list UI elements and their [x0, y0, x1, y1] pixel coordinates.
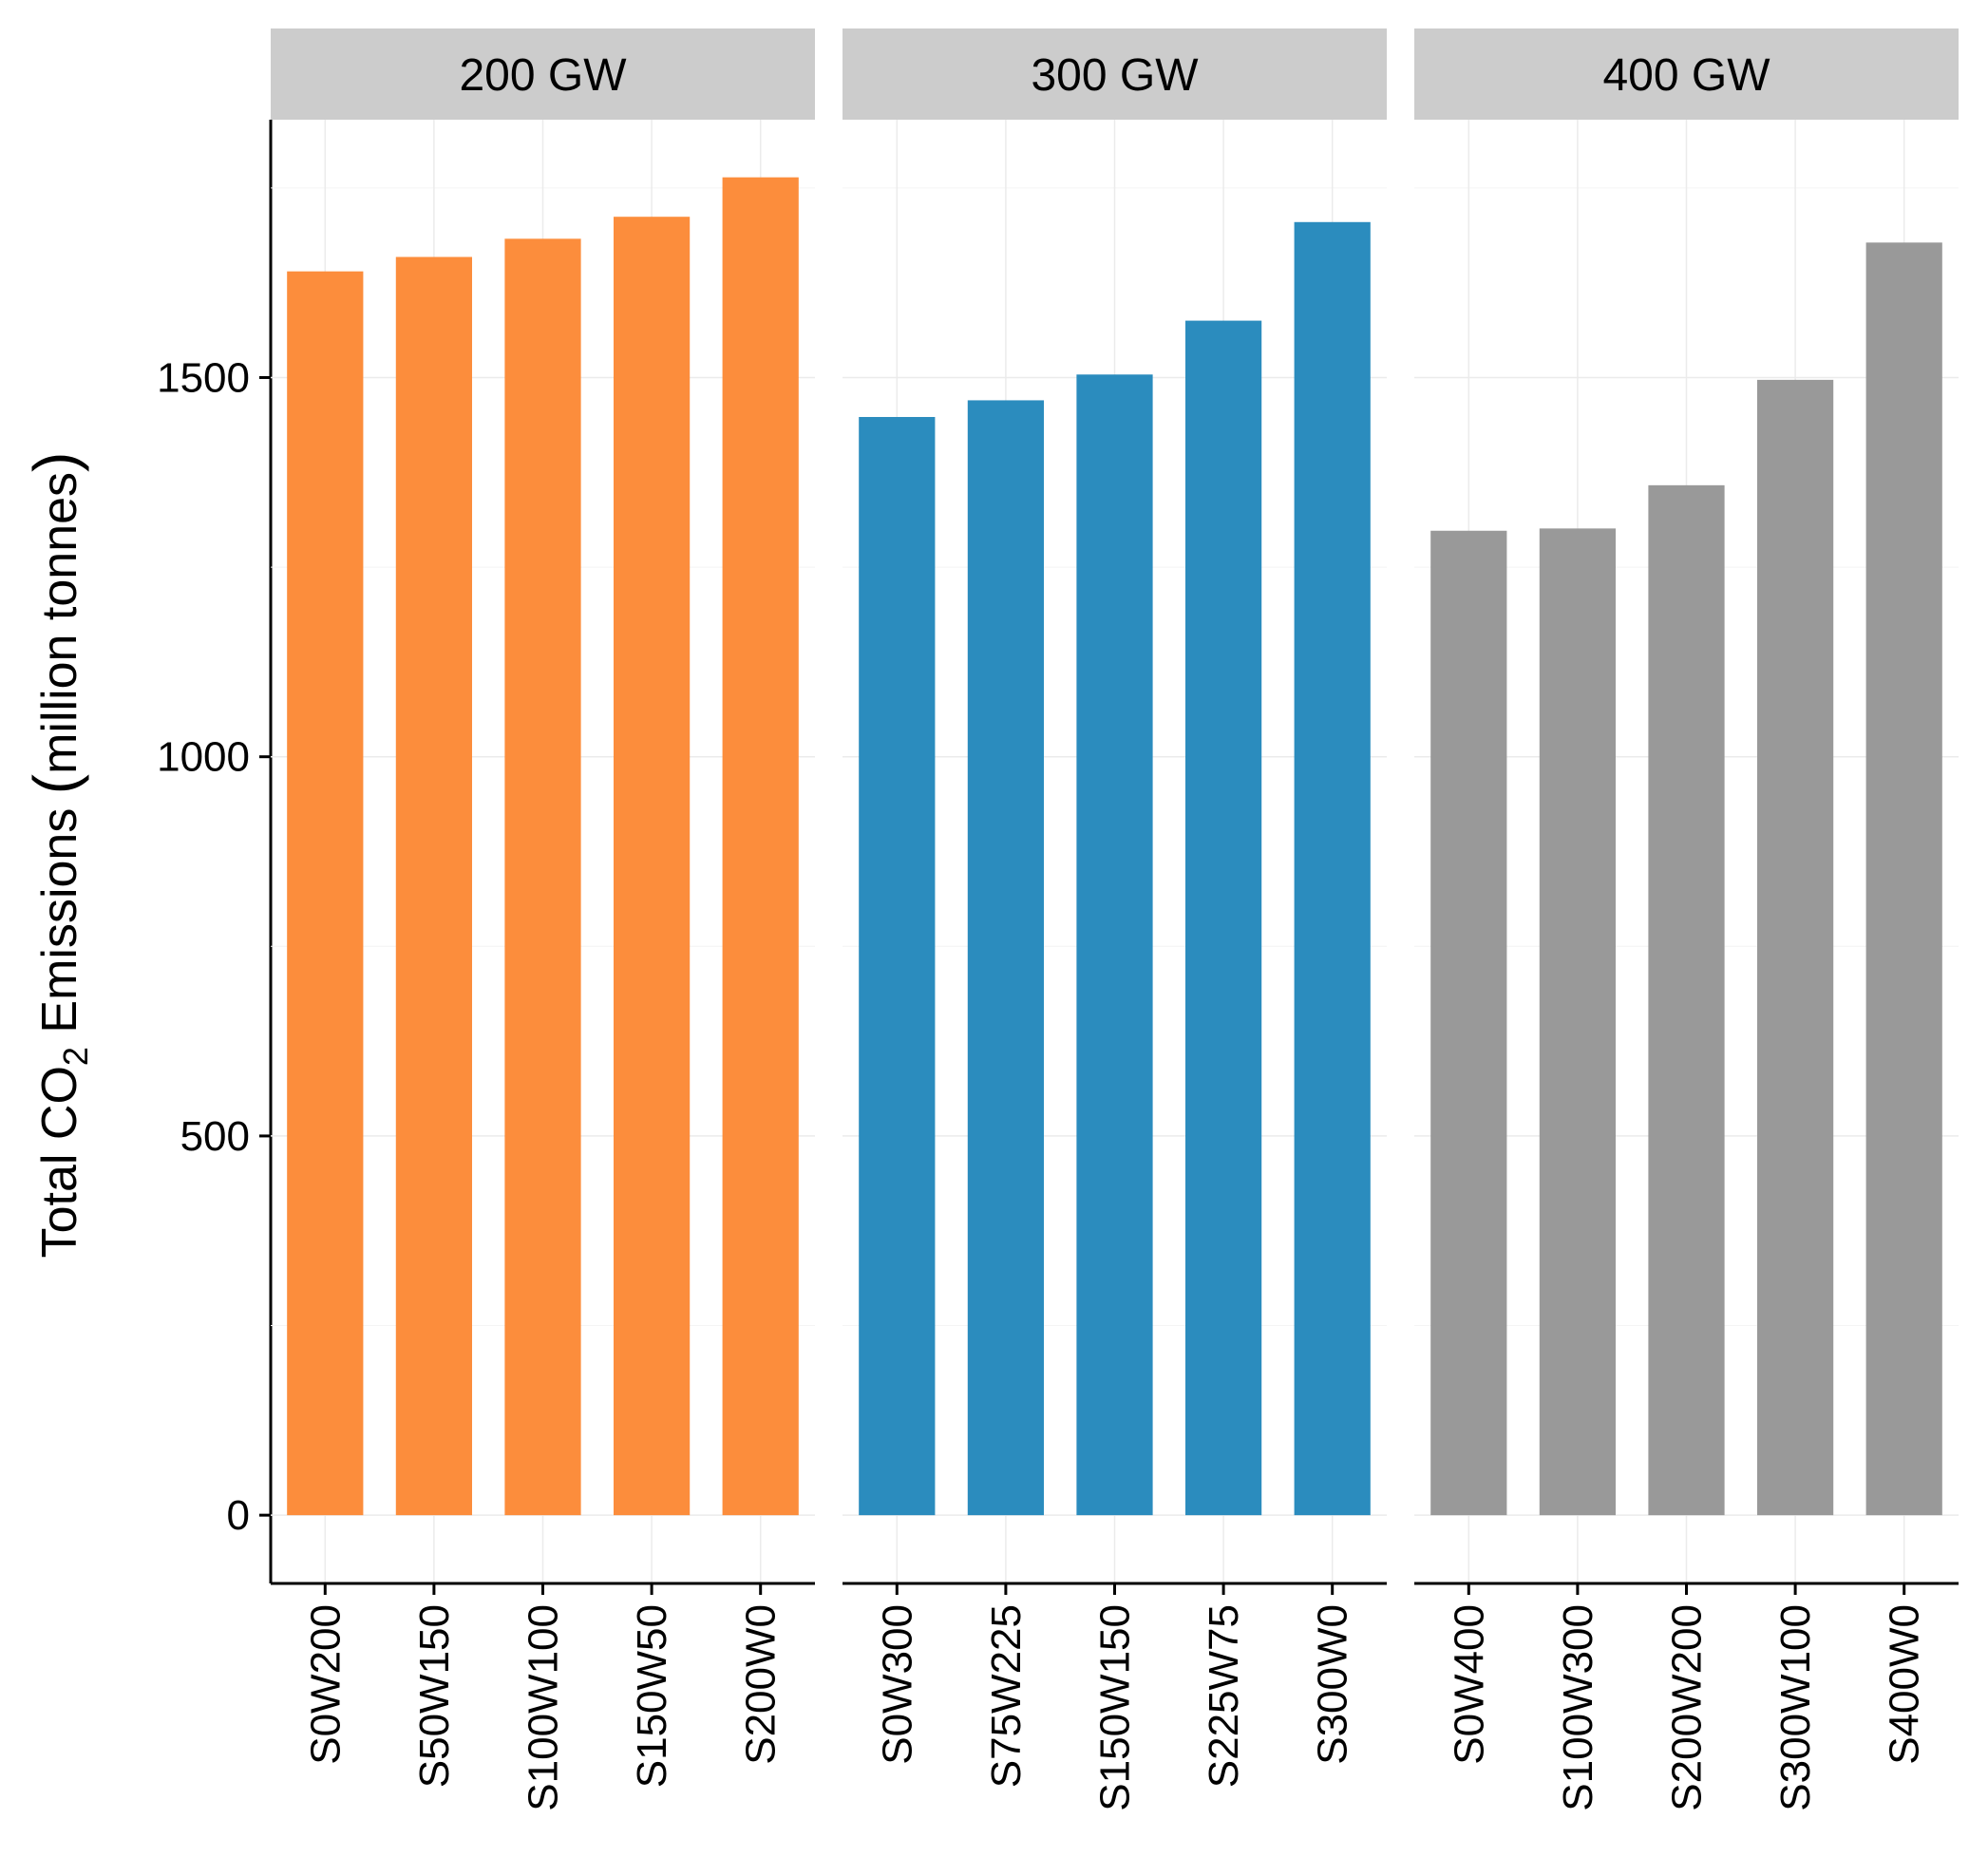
- facet-strip-label: 400 GW: [1602, 50, 1770, 101]
- x-tick-label: S150W50: [629, 1604, 675, 1788]
- bar-S200W200: [1648, 484, 1725, 1516]
- x-tick-label: S100W100: [521, 1604, 567, 1811]
- x-tick-label: S0W300: [874, 1604, 920, 1765]
- bar-S300W0: [1294, 221, 1371, 1516]
- y-tick-label: 500: [180, 1113, 250, 1160]
- bar-S0W200: [287, 271, 364, 1516]
- y-title-part: Total CO: [32, 1066, 87, 1258]
- x-tick-label: S100W300: [1555, 1604, 1601, 1811]
- bar-S50W150: [395, 256, 473, 1516]
- x-tick-label: S50W150: [411, 1604, 458, 1788]
- facet-strip-label: 200 GW: [459, 50, 627, 101]
- bar-S300W100: [1756, 379, 1834, 1516]
- facet-strip: [843, 28, 1387, 120]
- y-title-paren: ): [21, 452, 89, 472]
- bar-S225W75: [1184, 320, 1262, 1516]
- y-tick-label: 1000: [157, 734, 250, 781]
- y-title-paren: (: [21, 774, 89, 794]
- bar-S75W225: [967, 400, 1045, 1516]
- bar-S100W100: [504, 238, 581, 1516]
- x-tick-label: S150W150: [1092, 1604, 1139, 1811]
- y-title-part: million tonnes: [32, 472, 87, 774]
- panel-1: 300 GW S0W300 S75W225 S150W150 S225W75 S300W0: [843, 28, 1387, 1811]
- facet-strip-label: 300 GW: [1031, 50, 1199, 101]
- bar-S400W0: [1865, 242, 1942, 1516]
- y-title-part: Emissions: [32, 794, 87, 1047]
- x-tick-label: S75W225: [983, 1604, 1030, 1788]
- y-tick-label: 1500: [157, 354, 250, 401]
- y-title-subscript: 2: [56, 1047, 95, 1066]
- x-tick-label: S300W0: [1310, 1604, 1356, 1765]
- bar-S100W300: [1539, 528, 1617, 1516]
- x-tick-label: S225W75: [1201, 1604, 1247, 1788]
- x-tick-label: S200W200: [1664, 1604, 1711, 1811]
- y-tick-label: 0: [227, 1492, 250, 1539]
- bar-S150W50: [613, 217, 691, 1516]
- bar-S0W300: [859, 416, 936, 1516]
- x-tick-label: S200W0: [738, 1604, 785, 1765]
- bar-S150W150: [1076, 374, 1153, 1516]
- bar-S200W0: [722, 177, 799, 1516]
- facet-strip: [1414, 28, 1959, 120]
- facet-strip: [271, 28, 815, 120]
- bar-S0W400: [1430, 530, 1507, 1516]
- panel-0: 200 GW S0W200 S50W150 S100W100 S150W50 S200W0: [271, 28, 815, 1811]
- y-axis: 0 500 1000 1500: [157, 120, 273, 1583]
- x-tick-label: S0W200: [302, 1604, 349, 1765]
- y-axis-title: Total CO2 Emissions (million tonnes): [21, 452, 95, 1259]
- panel-2: 400 GW S0W400 S100W300 S200W200 S300W100 S400…: [1414, 28, 1959, 1811]
- x-tick-label: S400W0: [1882, 1604, 1928, 1765]
- panels: 200 GW S0W200 S50W150 S100W100 S150W50 S200W0…: [271, 28, 1959, 1811]
- x-tick-label: S300W100: [1772, 1604, 1819, 1811]
- x-tick-label: S0W400: [1446, 1604, 1492, 1765]
